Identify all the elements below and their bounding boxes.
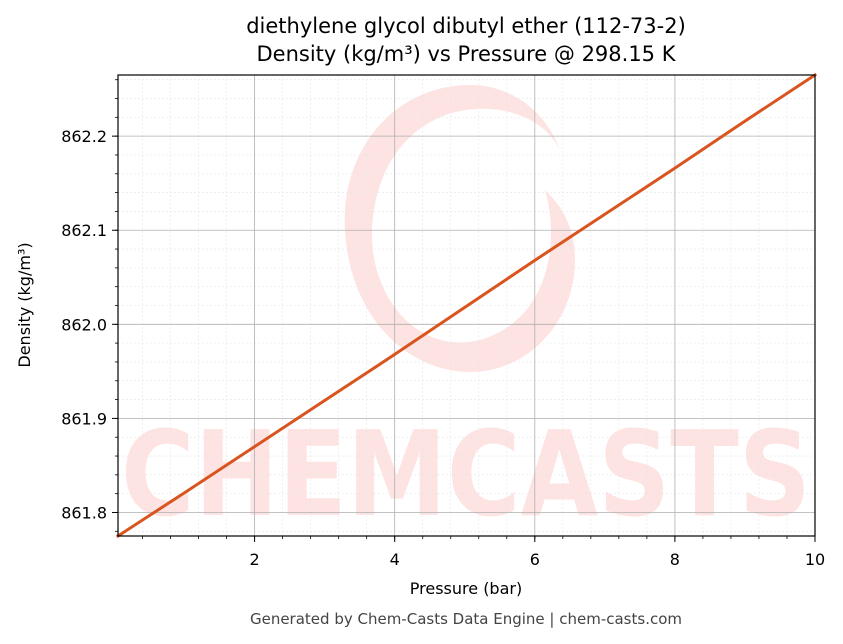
density-series-line xyxy=(115,72,818,539)
y-tick-label: 861.9 xyxy=(61,409,107,428)
x-tick-label: 10 xyxy=(805,550,825,569)
chemcasts-watermark: CHEMCASTS xyxy=(121,85,811,543)
y-tick-label: 862.0 xyxy=(61,315,107,334)
x-tick-label: 2 xyxy=(250,550,260,569)
y-tick-label: 862.2 xyxy=(61,127,107,146)
footer-credit: Generated by Chem-Casts Data Engine | ch… xyxy=(250,610,682,628)
chart-title-line2: Density (kg/m³) vs Pressure @ 298.15 K xyxy=(256,42,676,66)
x-tick-label: 6 xyxy=(530,550,540,569)
x-axis-label: Pressure (bar) xyxy=(410,579,522,598)
watermark-swirl xyxy=(344,85,575,372)
chart-title-line1: diethylene glycol dibutyl ether (112-73-… xyxy=(246,14,686,38)
y-axis-label: Density (kg/m³) xyxy=(15,242,34,367)
series-layer xyxy=(115,72,818,539)
y-tick-label: 862.1 xyxy=(61,221,107,240)
x-tick-label: 8 xyxy=(670,550,680,569)
y-tick-label: 861.8 xyxy=(61,503,107,522)
x-tick-label: 4 xyxy=(390,550,400,569)
ticks-layer: 2 4 6 8 10 861.8 861.9 862.0 862.1 862.2 xyxy=(61,79,825,569)
watermark-text: CHEMCASTS xyxy=(121,405,811,543)
